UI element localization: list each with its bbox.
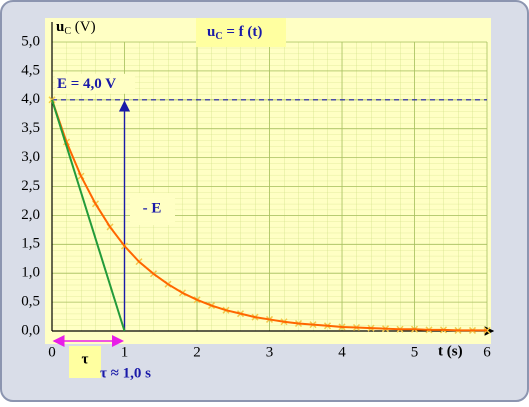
x-tick-label: 0 [48,344,56,360]
chart-title: uC = f (t) [207,24,262,42]
text-part: u [207,24,215,40]
y-tick-label: 4,5 [21,62,40,78]
label-box [55,73,135,94]
title-box [196,18,286,47]
series-line [51,99,126,332]
y-tick-label: 0,0 [21,322,40,338]
y-tick-label: 4,0 [21,91,40,107]
series-line [51,99,487,332]
x-tick-label: 3 [266,344,274,360]
y-tick-label: 3,5 [21,120,40,136]
y-tick-label: 0,5 [21,294,40,310]
y-tick-label: 1,0 [21,265,40,281]
x-axis-label: t (s) [438,343,463,359]
x-tick-label: 4 [338,344,346,360]
y-tick-label: 3,0 [21,149,40,165]
text-part: (V) [71,19,96,35]
tau-label: τ ≈ 1,0 s [100,365,151,381]
y-tick-label: 2,5 [21,178,40,194]
y-tick-label: 1,5 [21,236,40,252]
x-tick-label: 1 [121,344,129,360]
x-tick-label: 2 [193,344,201,360]
label-box [69,346,101,378]
tau-symbol: τ [82,351,89,367]
reference-label: E = 4,0 V [57,76,116,92]
text-part: = f (t) [223,24,263,40]
y-axis-label: uC (V) [56,19,96,37]
y-tick-label: 5,0 [21,33,40,49]
x-tick-label: 5 [411,344,419,360]
x-tick-label: 6 [483,344,491,360]
arrow-label: - E [143,200,162,216]
text-part: C [64,26,71,37]
y-tick-label: 2,0 [21,207,40,223]
text-part: C [215,31,222,42]
text-part: u [56,19,64,35]
label-box [130,193,175,225]
